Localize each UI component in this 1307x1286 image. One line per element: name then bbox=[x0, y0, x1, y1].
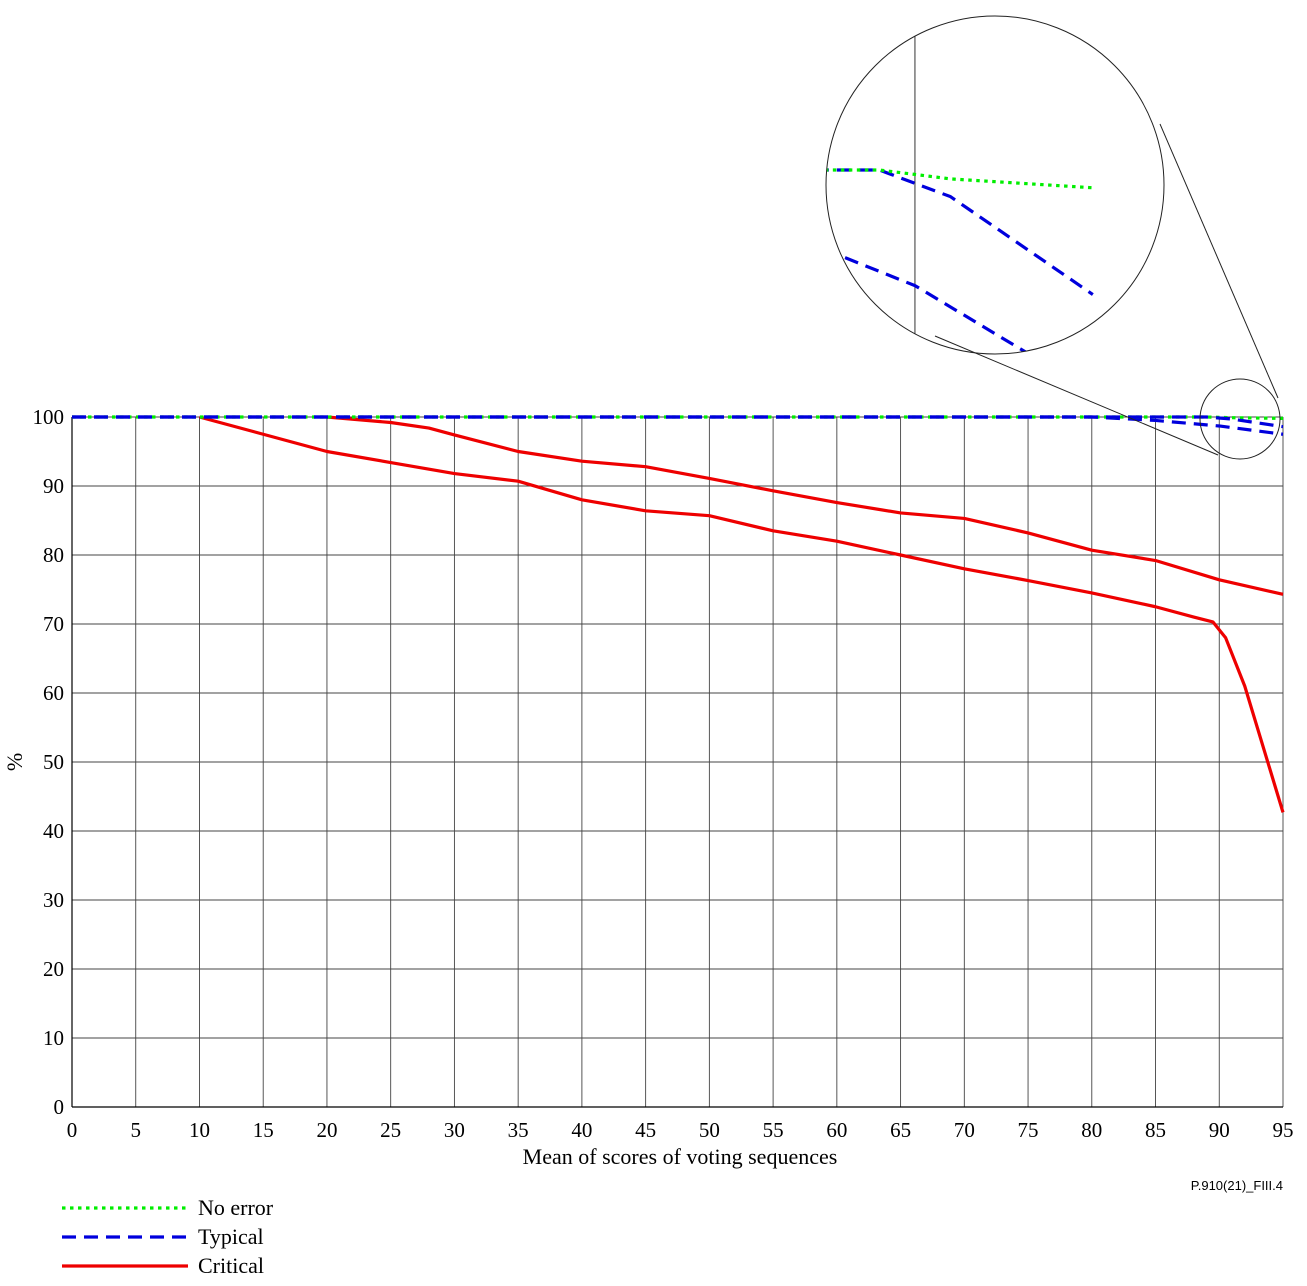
zoom-source-circle bbox=[1199, 378, 1281, 460]
x-tick-label: 75 bbox=[1018, 1118, 1039, 1142]
series-layer bbox=[72, 415, 1285, 813]
x-tick-label: 15 bbox=[253, 1118, 274, 1142]
y-tick-label: 60 bbox=[43, 681, 64, 705]
zoom-series-line bbox=[826, 168, 1094, 296]
x-tick-label: 90 bbox=[1209, 1118, 1230, 1142]
y-tick-label: 50 bbox=[43, 750, 64, 774]
x-tick-label: 20 bbox=[316, 1118, 337, 1142]
x-tick-label: 60 bbox=[826, 1118, 847, 1142]
y-tick-label: 80 bbox=[43, 543, 64, 567]
x-tick-label: 70 bbox=[954, 1118, 975, 1142]
x-tick-label: 10 bbox=[189, 1118, 210, 1142]
legend: No error Typical Critical bbox=[62, 1195, 274, 1278]
series-line bbox=[72, 415, 1284, 429]
y-tick-label: 90 bbox=[43, 474, 64, 498]
x-tick-label: 55 bbox=[763, 1118, 784, 1142]
y-tick-label: 0 bbox=[54, 1095, 65, 1119]
y-tick-label: 40 bbox=[43, 819, 64, 843]
x-tick-label: 25 bbox=[380, 1118, 401, 1142]
y-tick-label: 70 bbox=[43, 612, 64, 636]
zoom-lens-circle bbox=[825, 15, 1165, 355]
y-axis: 0 10 20 30 40 50 60 70 80 90 100 bbox=[33, 405, 65, 1119]
y-tick-label: 10 bbox=[43, 1026, 64, 1050]
grid-lines bbox=[71, 416, 1284, 1108]
x-axis: 0 5 10 15 20 25 30 35 40 45 50 55 60 65 70 75 80 85 90 95 bbox=[67, 1118, 1294, 1142]
zoom-connector bbox=[934, 335, 1219, 456]
legend-label: Critical bbox=[198, 1253, 264, 1278]
x-tick-label: 65 bbox=[890, 1118, 911, 1142]
x-tick-label: 80 bbox=[1081, 1118, 1102, 1142]
x-tick-label: 95 bbox=[1273, 1118, 1294, 1142]
x-tick-label: 30 bbox=[444, 1118, 465, 1142]
zoom-lens-content bbox=[826, 16, 1094, 354]
x-axis-title: Mean of scores of voting sequences bbox=[523, 1144, 838, 1169]
x-tick-label: 45 bbox=[635, 1118, 656, 1142]
legend-label: Typical bbox=[198, 1224, 264, 1249]
x-tick-label: 5 bbox=[130, 1118, 141, 1142]
y-tick-label: 30 bbox=[43, 888, 64, 912]
y-axis-title: % bbox=[2, 753, 27, 771]
x-tick-label: 35 bbox=[508, 1118, 529, 1142]
x-tick-label: 85 bbox=[1145, 1118, 1166, 1142]
zoom-inset bbox=[825, 15, 1281, 460]
series-line bbox=[199, 415, 1285, 813]
y-tick-label: 20 bbox=[43, 957, 64, 981]
series-line bbox=[326, 415, 1284, 596]
y-tick-label: 100 bbox=[33, 405, 65, 429]
zoom-connector bbox=[1159, 123, 1279, 399]
x-tick-label: 0 bbox=[67, 1118, 78, 1142]
legend-label: No error bbox=[198, 1195, 274, 1220]
zoom-series-line bbox=[826, 168, 1093, 190]
series-line bbox=[72, 415, 1284, 436]
x-tick-label: 50 bbox=[699, 1118, 720, 1142]
x-tick-label: 40 bbox=[571, 1118, 592, 1142]
plot-frame bbox=[71, 417, 1283, 1108]
zoom-series-line bbox=[826, 168, 1094, 354]
figure-id: P.910(21)_FIII.4 bbox=[1191, 1178, 1283, 1193]
